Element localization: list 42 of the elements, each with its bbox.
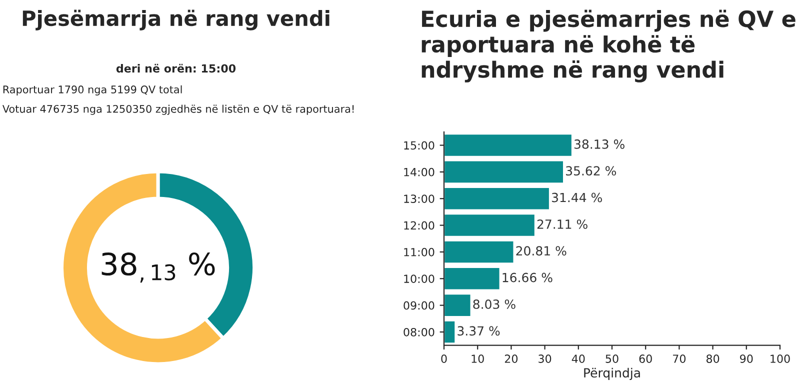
bar: [444, 160, 564, 184]
x-axis-title: Përqindja: [584, 368, 640, 380]
x-tick-label: 90: [740, 354, 753, 363]
bar: [444, 133, 573, 158]
x-tick-label: 50: [606, 354, 618, 363]
data-label: 16.66 %: [502, 272, 552, 282]
data-label: 3.37 %: [458, 326, 500, 336]
text: Raportuar 1790 nga 5199 QV total: [3, 85, 182, 96]
x-tick-label: 10: [472, 354, 484, 363]
x-tick-label: 100: [770, 354, 790, 363]
y-tick-label: 10:00: [404, 274, 434, 284]
x-tick-label: 80: [706, 354, 720, 363]
x-tick-label: 70: [673, 354, 686, 363]
y-tick-label: 14:00: [404, 168, 434, 176]
bar: [444, 293, 472, 318]
data-label: 31.44 %: [552, 192, 602, 202]
x-tick-label: 60: [639, 354, 652, 363]
data-label: 8.03 %: [473, 299, 516, 309]
bar: [444, 320, 456, 344]
chart-title: Ecuria e pjesëmarrjes në QV e raportuara në kohë të ndryshme në rang vendi: [422, 10, 796, 82]
data-label: 35.62 %: [566, 166, 616, 176]
x-tick-label: 20: [504, 354, 518, 363]
text: Votuar 476735 nga 1250350 zgjedhës në listën e QV të raportuara!: [2, 104, 354, 115]
x-tick-label: 30: [538, 354, 552, 363]
text: 38$_{,13}$ %: [102, 252, 215, 283]
y-tick-label: 11:00: [404, 248, 434, 256]
bar: [444, 266, 501, 291]
bar: [444, 186, 550, 211]
data-label: 38.13 %: [574, 139, 624, 149]
y-tick-label: 13:00: [404, 194, 434, 203]
bar: [444, 213, 536, 238]
chart-title: Pjesëmarrja në rang vendi: [22, 10, 330, 30]
y-tick-label: 15:00: [404, 141, 434, 150]
bar: [444, 240, 515, 264]
chart-subtitle: deri në orën: 15:00: [116, 64, 236, 73]
y-tick-label: 12:00: [404, 221, 434, 230]
y-tick-label: 09:00: [404, 301, 434, 310]
x-tick-label: 0: [441, 354, 447, 363]
data-label: 27.11 %: [537, 219, 588, 229]
x-tick-label: 40: [572, 354, 585, 363]
data-label: 20.81 %: [516, 246, 566, 256]
y-tick-label: 08:00: [404, 328, 434, 336]
